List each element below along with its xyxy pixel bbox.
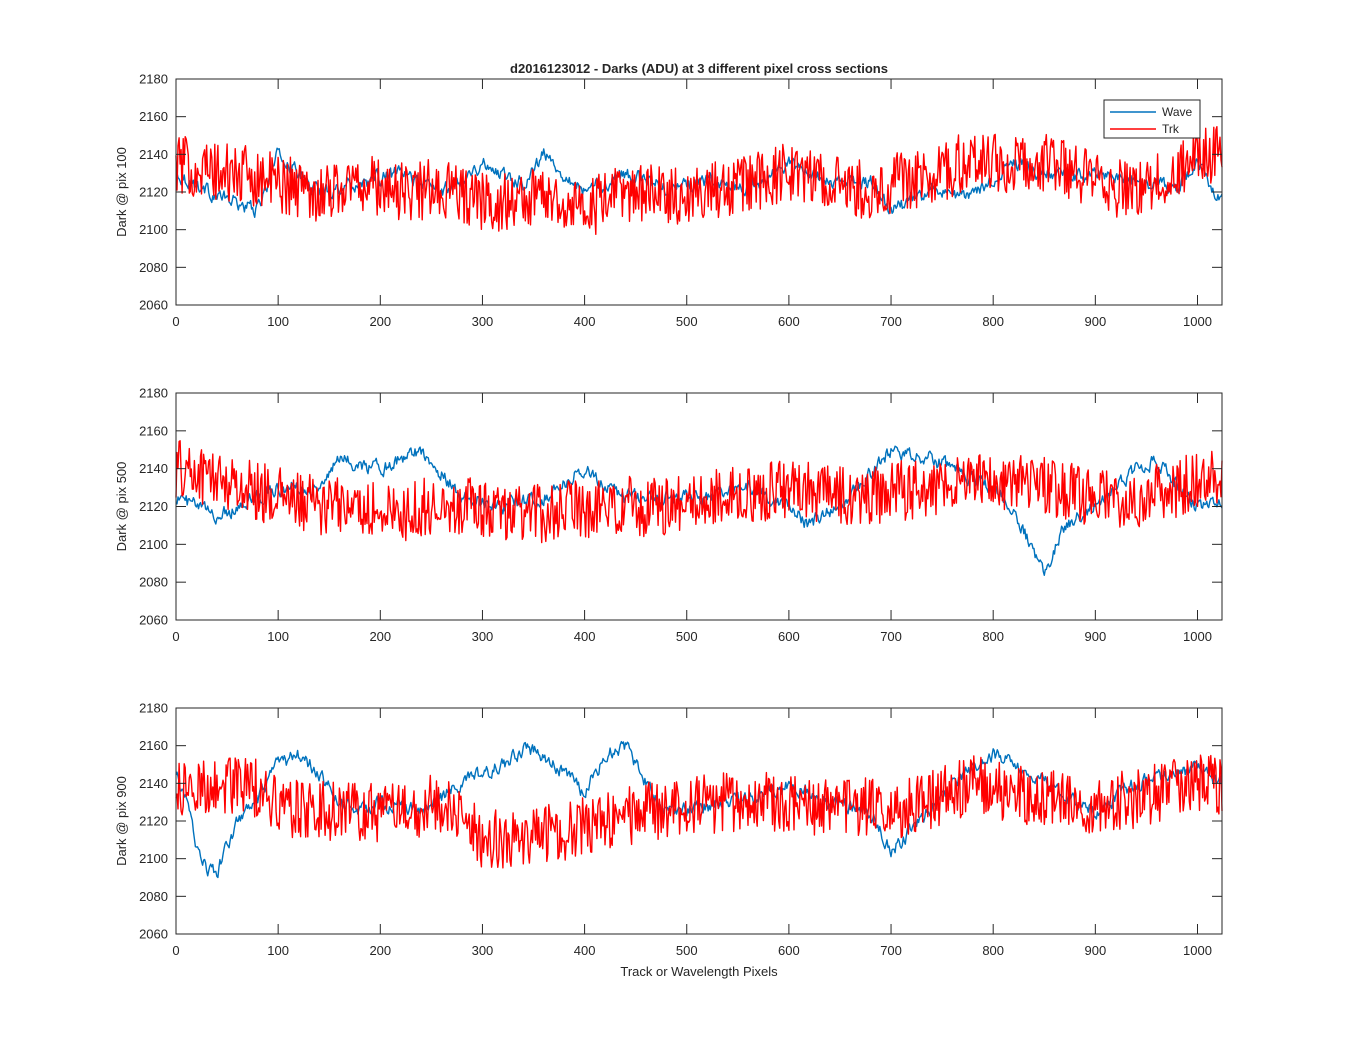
x-axis-label: Track or Wavelength Pixels bbox=[620, 964, 778, 979]
x-tick-label: 600 bbox=[778, 314, 800, 329]
series-line-trk bbox=[175, 754, 1223, 869]
x-tick-label: 600 bbox=[778, 629, 800, 644]
y-tick-label: 2120 bbox=[139, 185, 168, 200]
panel-3: 0 100 200 300 400 500 600 700 800 900 1000 2060 2080… bbox=[114, 701, 1223, 958]
legend-label-wave: Wave bbox=[1162, 105, 1193, 119]
x-tick-label: 1000 bbox=[1183, 943, 1212, 958]
x-tick-label: 0 bbox=[172, 629, 179, 644]
y-tick-label: 2100 bbox=[139, 851, 168, 866]
x-tick-label: 900 bbox=[1084, 629, 1106, 644]
x-tick-label: 900 bbox=[1084, 314, 1106, 329]
x-tick-label: 500 bbox=[676, 314, 698, 329]
y-tick-label: 2160 bbox=[139, 423, 168, 438]
x-tick-label: 500 bbox=[676, 629, 698, 644]
y-tick-label: 2120 bbox=[139, 499, 168, 514]
y-tick-label: 2140 bbox=[139, 461, 168, 476]
y-tick-label: 2060 bbox=[139, 927, 168, 942]
x-tick-label: 300 bbox=[472, 629, 494, 644]
y-tick-label: 2140 bbox=[139, 147, 168, 162]
x-tick-label: 900 bbox=[1084, 943, 1106, 958]
x-tick-label: 400 bbox=[574, 943, 596, 958]
y-tick-label: 2080 bbox=[139, 260, 168, 275]
x-tick-label: 300 bbox=[472, 314, 494, 329]
y-tick-label: 2180 bbox=[139, 386, 168, 401]
x-tick-label: 100 bbox=[267, 314, 289, 329]
y-axis-label: Dark @ pix 100 bbox=[114, 147, 129, 237]
x-tick-label: 600 bbox=[778, 943, 800, 958]
legend-box bbox=[1103, 99, 1201, 139]
y-tick-label: 2080 bbox=[139, 889, 168, 904]
series-line-wave bbox=[175, 445, 1223, 576]
x-tick-label: 700 bbox=[880, 314, 902, 329]
x-tick-label: 100 bbox=[267, 629, 289, 644]
x-tick-label: 400 bbox=[574, 629, 596, 644]
x-tick-label: 800 bbox=[982, 629, 1004, 644]
legend: Wave Trk bbox=[1103, 99, 1201, 139]
series-line-trk bbox=[175, 125, 1223, 236]
y-tick-label: 2160 bbox=[139, 738, 168, 753]
x-tick-label: 1000 bbox=[1183, 314, 1212, 329]
y-tick-label: 2180 bbox=[139, 701, 168, 716]
x-tick-label: 0 bbox=[172, 314, 179, 329]
series-line-trk bbox=[175, 440, 1223, 544]
panel-1: 0 100 200 300 400 500 600 700 800 900 1000 2060 2080… bbox=[114, 72, 1223, 329]
y-tick-label: 2060 bbox=[139, 613, 168, 628]
x-tick-label: 800 bbox=[982, 943, 1004, 958]
x-tick-label: 200 bbox=[369, 629, 391, 644]
y-tick-label: 2180 bbox=[139, 72, 168, 87]
y-axis-label: Dark @ pix 500 bbox=[114, 462, 129, 552]
x-tick-label: 0 bbox=[172, 943, 179, 958]
x-tick-label: 700 bbox=[880, 943, 902, 958]
y-tick-label: 2100 bbox=[139, 222, 168, 237]
x-tick-label: 1000 bbox=[1183, 629, 1212, 644]
x-tick-label: 500 bbox=[676, 943, 698, 958]
x-tick-label: 200 bbox=[369, 943, 391, 958]
x-tick-label: 300 bbox=[472, 943, 494, 958]
y-tick-label: 2140 bbox=[139, 776, 168, 791]
x-tick-label: 100 bbox=[267, 943, 289, 958]
panel-2: 0 100 200 300 400 500 600 700 800 900 1000 2060 2080… bbox=[114, 386, 1223, 644]
x-tick-label: 400 bbox=[574, 314, 596, 329]
figure-title: d2016123012 - Darks (ADU) at 3 different… bbox=[510, 61, 888, 76]
x-tick-label: 700 bbox=[880, 629, 902, 644]
y-tick-label: 2060 bbox=[139, 298, 168, 313]
axes-box bbox=[175, 707, 1223, 935]
x-tick-label: 200 bbox=[369, 314, 391, 329]
x-tick-label: 800 bbox=[982, 314, 1004, 329]
y-axis-label: Dark @ pix 900 bbox=[114, 776, 129, 866]
legend-label-trk: Trk bbox=[1162, 122, 1180, 136]
y-tick-label: 2120 bbox=[139, 814, 168, 829]
y-tick-label: 2100 bbox=[139, 537, 168, 552]
y-tick-label: 2160 bbox=[139, 109, 168, 124]
y-tick-label: 2080 bbox=[139, 575, 168, 590]
